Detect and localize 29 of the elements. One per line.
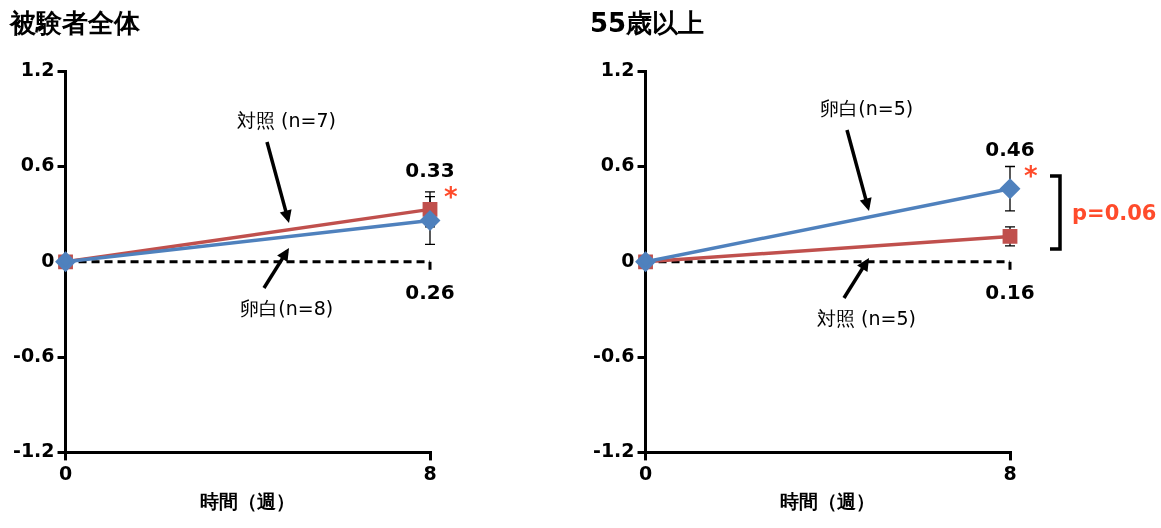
y-tick-label: 0.6 bbox=[600, 153, 635, 176]
x-axis-title: 時間（週） bbox=[200, 489, 296, 512]
text: 対照 (n=7) bbox=[237, 108, 336, 134]
x-tick-label: 0 bbox=[58, 461, 73, 484]
x-tick-label: 0 bbox=[638, 461, 653, 484]
x-tick-label: 8 bbox=[1003, 461, 1017, 484]
y-tick-label: 0 bbox=[621, 248, 635, 271]
annotation: p=0.06 bbox=[1072, 200, 1157, 225]
data-label: 0.46 bbox=[985, 136, 1035, 161]
y-tick-label: 0.6 bbox=[20, 153, 55, 176]
x-axis-title: 時間（週） bbox=[780, 489, 876, 512]
y-tick-label: 0 bbox=[41, 248, 55, 271]
chart-title: 55歳以上 bbox=[590, 8, 705, 39]
y-tick-label: 1.2 bbox=[600, 58, 635, 81]
data-label: 0.33 bbox=[405, 157, 455, 182]
y-tick-label: 1.2 bbox=[20, 58, 55, 81]
y-tick-label: -1.2 bbox=[593, 439, 635, 462]
y-tick-label: -0.6 bbox=[593, 344, 635, 367]
x-tick-label: 8 bbox=[423, 461, 437, 484]
chart-title: 被験者全体 bbox=[9, 8, 141, 39]
y-tick-label: -0.6 bbox=[13, 344, 55, 367]
y-tick-label: -1.2 bbox=[13, 439, 55, 462]
annotation: * bbox=[444, 182, 458, 213]
data-label: 0.26 bbox=[405, 280, 455, 304]
text: 卵白(n=8) bbox=[240, 296, 334, 322]
text: 対照 (n=5) bbox=[817, 306, 916, 332]
data-label: 0.16 bbox=[985, 280, 1035, 304]
text: 卵白(n=5) bbox=[820, 95, 914, 121]
annotation: * bbox=[1024, 161, 1038, 192]
